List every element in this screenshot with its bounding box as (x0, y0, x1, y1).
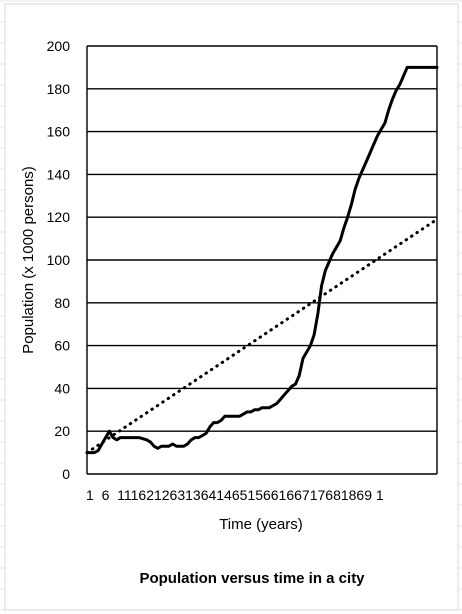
y-tick-label: 40 (54, 380, 70, 396)
y-tick-label: 200 (47, 38, 71, 54)
y-tick-label: 100 (47, 252, 71, 268)
y-axis-title: Population (x 1000 persons) (20, 166, 37, 354)
gridlines (86, 45, 438, 475)
y-axis-ticks: 0 20 40 60 80 100 120 140 160 180 200 (47, 38, 71, 482)
y-tick-label: 80 (54, 295, 70, 311)
chart-area (4, 3, 459, 611)
y-tick-label: 120 (47, 209, 71, 225)
trendline-dotted (85, 217, 439, 455)
y-tick-label: 0 (62, 466, 70, 482)
y-tick-label: 20 (54, 423, 70, 439)
series-layer (85, 65, 439, 455)
chart-title: Population versus time in a city (139, 570, 365, 587)
y-tick-label: 180 (47, 81, 71, 97)
series-line-population (85, 65, 439, 455)
x-axis-title: Time (years) (219, 516, 303, 533)
y-tick-label: 140 (47, 166, 71, 182)
y-tick-label: 60 (54, 338, 70, 354)
x-tick-labels: 1 6 111621263136414651566166717681869 1 (86, 487, 384, 503)
y-tick-label: 160 (47, 124, 71, 140)
